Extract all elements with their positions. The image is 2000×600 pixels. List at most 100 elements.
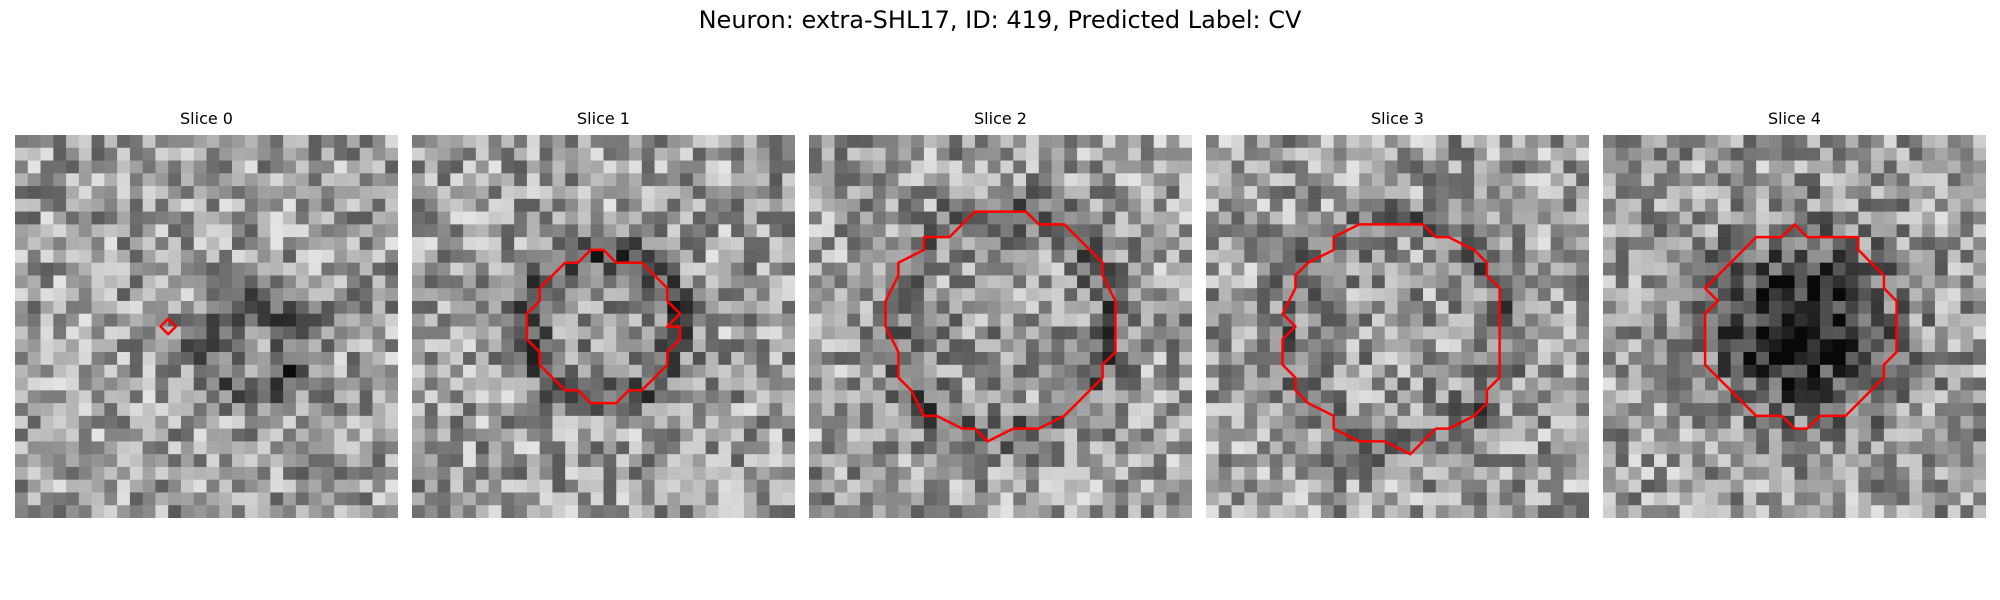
image-pixel (1781, 237, 1796, 251)
image-pixel (1807, 364, 1821, 379)
image-pixel (1576, 211, 1589, 225)
image-pixel (1218, 466, 1233, 481)
image-pixel (974, 313, 989, 328)
image-pixel (372, 441, 386, 455)
image-pixel (526, 479, 541, 494)
image-pixel (1832, 415, 1847, 430)
image-pixel (193, 454, 208, 468)
image-pixel (15, 505, 29, 518)
image-pixel (1026, 428, 1040, 442)
image-pixel (1218, 288, 1233, 302)
image-pixel (1102, 275, 1116, 289)
image-pixel (1973, 224, 1986, 238)
image-pixel (1934, 160, 1949, 174)
image-pixel (308, 403, 322, 417)
image-pixel (923, 135, 938, 149)
image-pixel (1973, 237, 1986, 251)
image-pixel (412, 147, 426, 162)
image-pixel (872, 403, 887, 417)
image-pixel (501, 198, 515, 213)
image-pixel (1679, 160, 1693, 174)
image-pixel (359, 492, 374, 506)
image-pixel (450, 313, 464, 328)
image-pixel (53, 326, 67, 340)
image-pixel (1512, 224, 1526, 238)
image-pixel (577, 428, 592, 442)
image-pixel (1026, 147, 1040, 162)
image-pixel (1128, 224, 1142, 238)
image-pixel (1218, 339, 1233, 353)
image-pixel (1679, 326, 1693, 340)
image-pixel (974, 135, 989, 149)
image-pixel (1537, 441, 1552, 455)
image-pixel (1603, 147, 1617, 162)
image-pixel (1615, 441, 1630, 455)
image-pixel (1051, 441, 1065, 455)
image-pixel (1768, 326, 1783, 340)
image-pixel (1474, 352, 1488, 366)
image-pixel (1000, 415, 1014, 430)
image-pixel (168, 224, 182, 238)
image-pixel (142, 339, 157, 353)
image-pixel (1730, 428, 1745, 442)
image-pixel (898, 135, 912, 149)
image-pixel (1435, 262, 1450, 277)
image-pixel (616, 186, 630, 200)
image-pixel (1153, 492, 1168, 506)
image-pixel (514, 364, 528, 379)
image-pixel (1550, 224, 1565, 238)
image-pixel (1781, 492, 1796, 506)
image-pixel (731, 313, 745, 328)
image-pixel (577, 262, 592, 277)
image-pixel (539, 479, 554, 494)
image-pixel (1537, 505, 1552, 518)
image-pixel (1206, 237, 1220, 251)
image-pixel (911, 390, 925, 404)
image-pixel (654, 300, 668, 315)
image-pixel (1308, 479, 1322, 494)
image-pixel (1883, 505, 1898, 518)
image-pixel (180, 198, 195, 213)
image-pixel (1231, 466, 1245, 481)
image-pixel (283, 505, 297, 518)
image-pixel (1525, 198, 1539, 213)
image-pixel (654, 186, 668, 200)
image-pixel (1257, 237, 1271, 251)
image-pixel (911, 326, 925, 340)
image-pixel (1525, 364, 1539, 379)
image-pixel (334, 288, 348, 302)
image-pixel (78, 390, 93, 404)
image-pixel (1115, 313, 1129, 328)
image-pixel (1499, 377, 1513, 391)
image-pixel (1603, 313, 1617, 328)
image-pixel (1064, 186, 1078, 200)
image-pixel (1153, 224, 1168, 238)
image-pixel (206, 198, 220, 213)
image-pixel (1179, 441, 1192, 455)
image-pixel (936, 313, 951, 328)
image-pixel (155, 403, 169, 417)
image-pixel (1295, 428, 1309, 442)
image-pixel (654, 352, 668, 366)
image-pixel (1705, 313, 1719, 328)
image-pixel (539, 211, 554, 225)
image-pixel (577, 300, 592, 315)
image-pixel (1308, 505, 1322, 518)
image-pixel (1717, 173, 1732, 187)
image-pixel (193, 211, 208, 225)
image-pixel (372, 339, 386, 353)
image-pixel (463, 505, 477, 518)
image-pixel (1615, 364, 1630, 379)
image-pixel (91, 135, 105, 149)
image-pixel (1308, 339, 1322, 353)
image-pixel (987, 390, 1002, 404)
image-pixel (1179, 339, 1192, 353)
image-pixel (654, 173, 668, 187)
image-pixel (206, 415, 220, 430)
image-pixel (1896, 492, 1910, 506)
image-pixel (488, 198, 502, 213)
image-pixel (1499, 466, 1513, 481)
image-pixel (1499, 300, 1513, 315)
image-pixel (603, 224, 617, 238)
image-pixel (1140, 339, 1155, 353)
